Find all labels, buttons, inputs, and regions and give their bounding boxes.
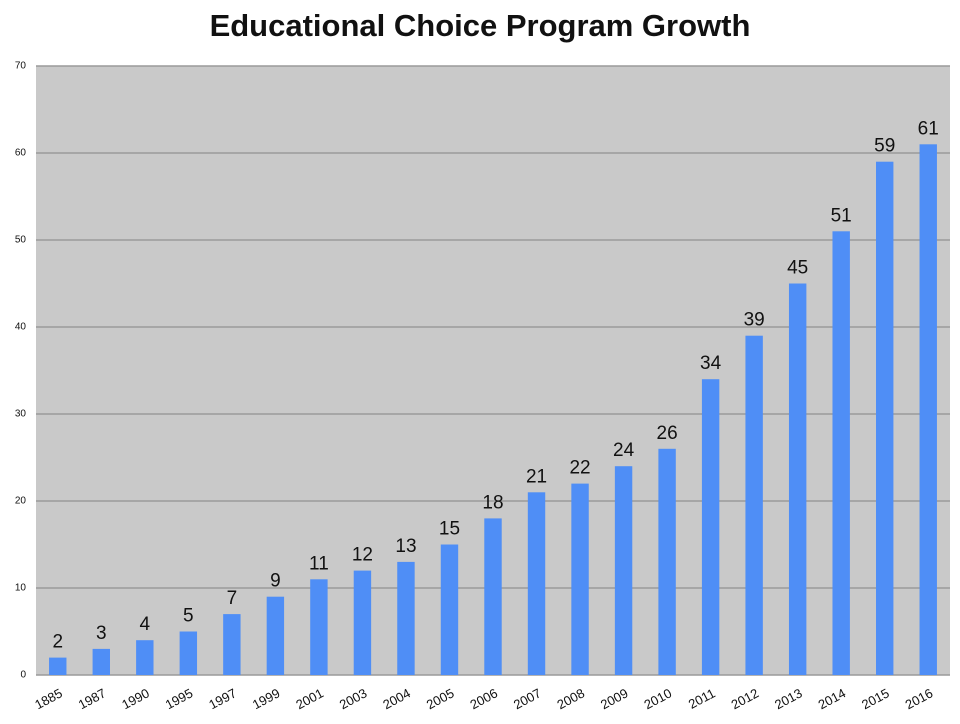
x-tick-label: 2014 xyxy=(816,685,849,712)
x-tick-label: 2006 xyxy=(467,685,500,712)
y-tick-label: 60 xyxy=(15,148,27,159)
x-tick-label: 2012 xyxy=(729,685,762,712)
value-label: 39 xyxy=(744,310,765,331)
bar xyxy=(745,335,763,675)
x-tick-label: 1987 xyxy=(76,685,109,712)
bar xyxy=(179,631,198,675)
x-tick-label: 2003 xyxy=(337,685,370,712)
bar xyxy=(527,492,546,675)
x-tick-label: 2015 xyxy=(859,685,892,712)
bar xyxy=(223,614,241,675)
y-tick-label: 10 xyxy=(15,583,27,594)
bar xyxy=(136,640,154,675)
y-tick-label: 70 xyxy=(15,61,27,72)
bar xyxy=(92,648,110,675)
x-tick-label: 2011 xyxy=(686,685,718,711)
y-tick-label: 40 xyxy=(15,322,27,333)
bar xyxy=(353,570,372,675)
x-tick-label: 2007 xyxy=(511,685,544,712)
bar xyxy=(658,448,676,675)
value-label: 13 xyxy=(395,536,416,557)
value-label: 9 xyxy=(270,571,281,592)
x-tick-label: 2013 xyxy=(772,685,805,712)
bar xyxy=(832,231,850,676)
value-label: 45 xyxy=(787,258,808,279)
x-tick-label: 2008 xyxy=(554,685,587,712)
x-tick-label: 2010 xyxy=(642,685,675,712)
y-tick-label: 0 xyxy=(20,670,26,681)
value-label: 18 xyxy=(482,492,503,513)
value-label: 3 xyxy=(96,623,107,644)
x-tick-label: 1990 xyxy=(119,685,152,712)
bar xyxy=(310,579,328,675)
value-label: 12 xyxy=(352,545,373,566)
chart-title: Educational Choice Program Growth xyxy=(210,8,751,43)
bar xyxy=(484,518,502,675)
bar xyxy=(397,561,415,675)
bar xyxy=(876,161,894,675)
value-label: 21 xyxy=(526,466,547,487)
value-label: 4 xyxy=(140,614,151,635)
bar xyxy=(701,379,720,675)
value-label: 61 xyxy=(918,118,939,139)
value-label: 15 xyxy=(439,519,460,540)
x-tick-label: 2016 xyxy=(903,685,936,712)
bar xyxy=(440,544,459,675)
bar xyxy=(571,483,589,675)
bar xyxy=(614,466,633,675)
x-tick-label: 1997 xyxy=(206,685,239,712)
bar xyxy=(266,596,285,675)
value-label: 7 xyxy=(227,588,238,609)
y-tick-label: 30 xyxy=(15,409,27,420)
value-label: 2 xyxy=(52,632,63,653)
x-tick-label: 1885 xyxy=(32,685,65,712)
bar xyxy=(919,144,937,676)
value-label: 59 xyxy=(874,136,895,157)
y-tick-label: 50 xyxy=(15,235,27,246)
value-label: 5 xyxy=(183,606,194,627)
x-tick-label: 1995 xyxy=(163,685,196,712)
value-label: 34 xyxy=(700,353,722,374)
value-label: 51 xyxy=(831,205,852,226)
bar xyxy=(788,283,807,675)
x-tick-label: 2005 xyxy=(424,685,457,712)
y-tick-label: 20 xyxy=(15,496,27,507)
value-label: 22 xyxy=(569,458,590,479)
x-tick-label: 2004 xyxy=(380,685,413,712)
x-tick-label: 1999 xyxy=(250,685,283,712)
x-tick-label: 2009 xyxy=(598,685,631,712)
value-label: 24 xyxy=(613,440,635,461)
value-label: 26 xyxy=(657,423,678,444)
value-label: 11 xyxy=(309,553,329,574)
x-tick-label: 2001 xyxy=(293,685,326,712)
bar xyxy=(49,657,67,675)
